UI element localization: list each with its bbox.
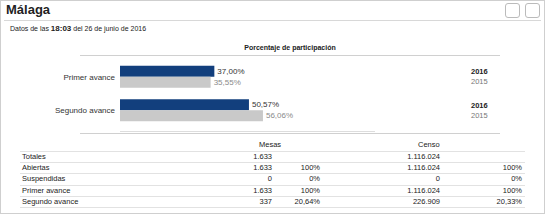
html-text:0%: 0%: [511, 174, 522, 184]
svg-text:35,55%: 35,55%: [214, 78, 241, 87]
svg-text:Segundo avance: Segundo avance: [55, 106, 116, 115]
html-text:20,33%: 20,33%: [496, 196, 522, 206]
html-text:Málaga: Málaga: [6, 2, 51, 17]
html-text:1.633: 1.633: [253, 185, 272, 195]
html-text:Totales: Totales: [22, 152, 46, 161]
svg-text:50,57%: 50,57%: [252, 100, 279, 109]
html-text:337: 337: [259, 196, 272, 206]
html-text:0: 0: [267, 174, 272, 184]
html-text:1.116.024: 1.116.024: [407, 163, 440, 173]
svg-text:56,06%: 56,06%: [266, 111, 293, 120]
svg-text:37,00%: 37,00%: [217, 67, 244, 76]
svg-text:2015: 2015: [471, 111, 488, 120]
html-text:1.633: 1.633: [253, 152, 272, 161]
html-text:100%: 100%: [300, 185, 320, 195]
html-text:Porcentaje de participación: Porcentaje de participación: [244, 44, 336, 51]
html-text:Abiertas: Abiertas: [22, 163, 50, 173]
html-text:Datos de las18:03del 26 de jun: Datos de las18:03del 26 de junio de 2016: [10, 24, 147, 33]
html-text:100%: 100%: [300, 163, 320, 173]
html-text:Censo: Censo: [418, 140, 440, 149]
html-text:100%: 100%: [502, 185, 522, 195]
html-text:Suspendidas: Suspendidas: [22, 174, 66, 184]
html-text:0: 0: [435, 174, 440, 184]
html-text:226.909: 226.909: [412, 196, 440, 206]
html-text:100%: 100%: [502, 163, 522, 173]
html-text:0%: 0%: [309, 174, 320, 184]
svg-text:Primer avance: Primer avance: [63, 73, 115, 82]
html-text:20,64%: 20,64%: [294, 196, 320, 206]
svg-text:2016: 2016: [471, 101, 488, 110]
html-text:1.116.024: 1.116.024: [407, 185, 440, 195]
html-text:1.633: 1.633: [253, 163, 272, 173]
svg-text:2015: 2015: [471, 77, 488, 86]
svg-text:2016: 2016: [471, 67, 488, 76]
html-text:Segundo avance: Segundo avance: [22, 196, 79, 206]
html-text:1.116.024: 1.116.024: [407, 152, 440, 161]
html-text:Mesas: Mesas: [259, 140, 282, 149]
html-text:Primer avance: Primer avance: [22, 185, 71, 195]
